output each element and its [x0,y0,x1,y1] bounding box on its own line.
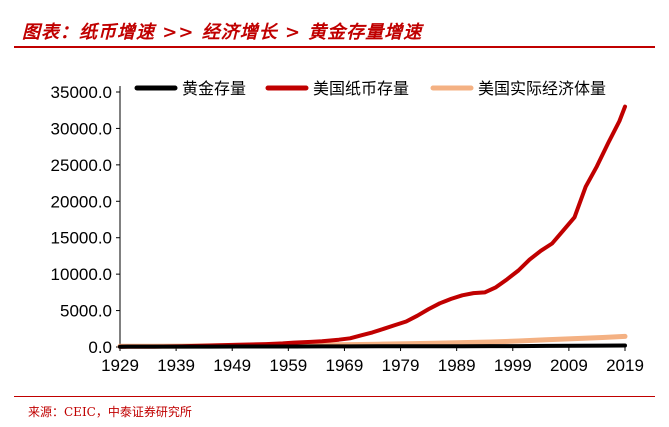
series-lines [117,104,628,349]
axes [119,86,625,348]
y-tick-label: 5000.0 [60,302,112,321]
y-tick-label: 35000.0 [51,83,112,102]
x-tick-label: 1939 [157,356,195,375]
y-tick-label: 0.0 [88,338,112,357]
series-line-0 [118,343,627,349]
source-note: 来源：CEIC，中泰证券研究所 [28,405,192,419]
y-axis-ticks: 0.0 5000.0 10000.0 15000.0 20000.0 25000.0 300… [51,83,120,357]
legend-label: 美国实际经济体量 [478,80,606,98]
line-chart: 黄金存量 美国纸币存量 美国实际经济体量 0.0 5000.0 10000.0 15000… [51,80,644,375]
y-tick-label: 20000.0 [51,192,112,211]
y-tick-label: 25000.0 [51,156,112,175]
legend-label: 美国纸币存量 [313,80,409,98]
legend: 黄金存量 美国纸币存量 美国实际经济体量 [134,80,606,98]
x-tick-label: 1979 [382,356,420,375]
y-tick-label: 10000.0 [51,265,112,284]
x-tick-label: 1989 [438,356,476,375]
y-tick-label: 30000.0 [51,119,112,138]
x-tick-label: 2009 [550,356,588,375]
x-tick-label: 1959 [269,356,307,375]
x-axis-ticks: 1929 1939 1949 1959 1969 1979 1989 1999 2009 2019 [101,347,644,375]
header-divider [14,46,655,48]
chart-container: 黄金存量 美国纸币存量 美国实际经济体量 0.0 5000.0 10000.0 15000… [0,50,669,395]
footer-divider [14,396,655,397]
page-title: 图表：纸币增速 >> 经济增长 > 黄金存量增速 [22,22,423,43]
series-line-1 [118,104,627,349]
legend-label: 黄金存量 [182,80,246,98]
x-tick-label: 1949 [213,356,251,375]
x-tick-label: 1929 [101,356,139,375]
y-tick-label: 15000.0 [51,229,112,248]
x-tick-label: 1969 [326,356,364,375]
x-tick-label: 2019 [606,356,644,375]
x-tick-label: 1999 [494,356,532,375]
